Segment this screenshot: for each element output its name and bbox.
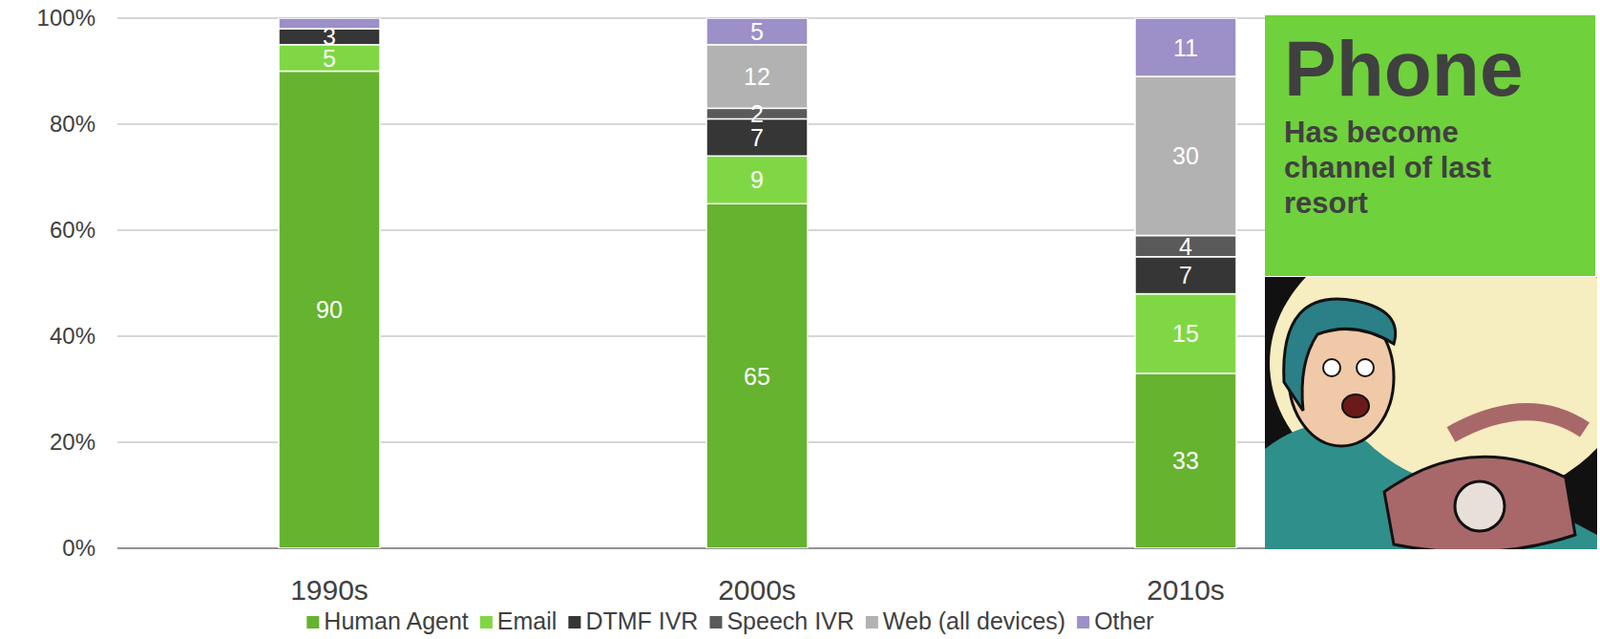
legend: Human Agent Email DTMF IVR Speech IVR Web (a… <box>306 607 1154 634</box>
annotation-text: Has become channel of last resort <box>1284 114 1552 221</box>
data-label: 11 <box>1173 34 1199 62</box>
bar-segment <box>706 18 808 45</box>
data-label: 65 <box>743 362 771 390</box>
legend-swatch <box>1076 615 1090 629</box>
legend-label: Speech IVR <box>726 607 854 634</box>
category-label: 2010s <box>1146 573 1225 606</box>
annotation-box: PhoneHas become channel of last resort <box>1264 15 1596 276</box>
legend-label: Other <box>1094 607 1155 634</box>
tick-label: 0% <box>62 534 96 561</box>
data-label: 9 <box>750 166 764 193</box>
legend-label: DTMF IVR <box>585 607 698 634</box>
illustration-mouth <box>1342 394 1369 418</box>
data-labels: 9053659721253315743011 <box>315 18 1200 475</box>
bar-segment <box>1135 18 1237 77</box>
bar-segment <box>1135 76 1237 236</box>
illustration-hair <box>1284 298 1396 411</box>
tick-label: 20% <box>49 428 96 455</box>
bar-segment <box>706 44 808 109</box>
legend-swatch <box>568 615 581 629</box>
chart-wrap: 0%20%40%60%80%100%9053659721253315743011… <box>0 0 1600 639</box>
data-label: 7 <box>1178 261 1193 289</box>
category-label: 1990s <box>290 573 369 606</box>
bar-segment <box>278 71 380 549</box>
data-label: 5 <box>750 18 764 45</box>
bar-segment <box>1135 294 1237 374</box>
legend-item: Email <box>480 607 558 634</box>
illustration-handset <box>1451 411 1585 435</box>
tick-label: 100% <box>37 4 96 31</box>
bar-segment <box>706 155 808 204</box>
grid <box>117 18 1265 548</box>
legend-label: Email <box>497 607 558 634</box>
data-label: 7 <box>750 124 764 151</box>
data-label: 2 <box>750 100 764 127</box>
tick-label: 60% <box>49 216 96 243</box>
data-label: 15 <box>1172 319 1200 347</box>
tick-label: 80% <box>49 110 96 137</box>
data-label: 4 <box>1178 232 1193 260</box>
illustration-eye <box>1356 358 1374 377</box>
illustration-dial <box>1454 481 1505 531</box>
bar-segment <box>1135 256 1237 295</box>
bar-segment <box>706 203 808 548</box>
data-label: 30 <box>1172 142 1200 169</box>
legend-label: Web (all devices) <box>883 607 1066 634</box>
data-label: 12 <box>743 63 771 90</box>
tick-label: 40% <box>49 322 96 349</box>
legend-swatch <box>306 615 319 629</box>
bar-segment <box>1135 373 1237 548</box>
legend-item: Web (all devices) <box>865 607 1066 634</box>
legend-swatch <box>709 615 722 629</box>
legend-item: DTMF IVR <box>568 607 698 634</box>
annotation-title: Phone <box>1284 22 1582 115</box>
legend-swatch <box>480 615 493 629</box>
illustration-eye <box>1323 358 1341 377</box>
legend-item: Human Agent <box>306 607 469 634</box>
category-label: 2000s <box>717 573 797 606</box>
illustration-phone <box>1384 456 1576 549</box>
legend-item: Speech IVR <box>709 607 854 634</box>
data-label: 90 <box>315 295 343 323</box>
legend-item: Other <box>1076 607 1155 634</box>
legend-label: Human Agent <box>323 607 469 634</box>
legend-swatch <box>865 615 879 629</box>
illustration <box>1264 276 1598 549</box>
data-label: 3 <box>322 22 337 50</box>
data-label: 33 <box>1172 446 1200 474</box>
bars <box>278 18 1237 548</box>
